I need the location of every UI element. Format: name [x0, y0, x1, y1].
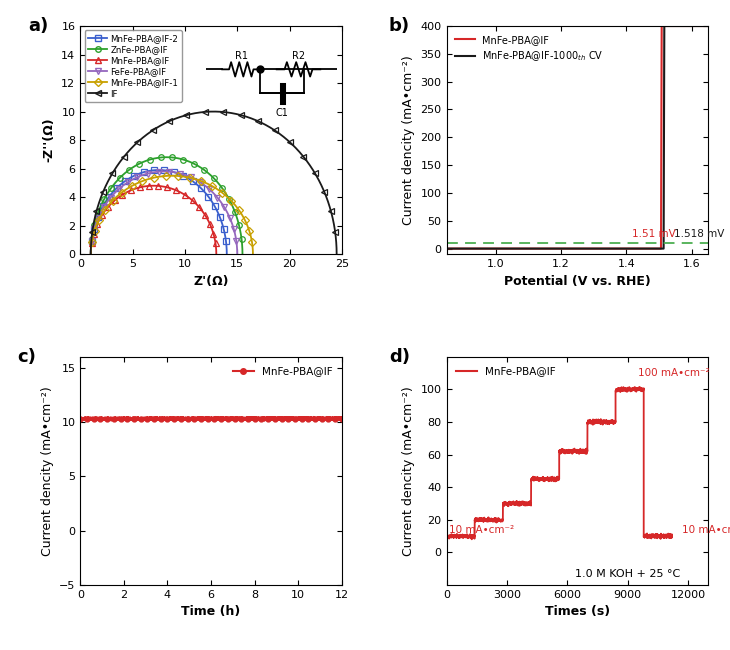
X-axis label: Potential (V vs. RHE): Potential (V vs. RHE) [504, 274, 650, 287]
Legend: MnFe-PBA@IF: MnFe-PBA@IF [228, 362, 337, 380]
Text: 100 mA•cm⁻²: 100 mA•cm⁻² [638, 369, 710, 378]
Text: d): d) [389, 348, 410, 366]
Legend: MnFe-PBA@IF: MnFe-PBA@IF [452, 362, 560, 380]
Text: 1.518 mV: 1.518 mV [674, 229, 724, 239]
Text: c): c) [18, 348, 36, 366]
Text: 10 mA•cm⁻²: 10 mA•cm⁻² [682, 525, 730, 535]
Y-axis label: -Z''(Ω): -Z''(Ω) [43, 118, 55, 162]
Text: 1.51 mV: 1.51 mV [632, 229, 676, 239]
X-axis label: Z'(Ω): Z'(Ω) [193, 274, 228, 287]
Legend: MnFe-PBA@IF, MnFe-PBA@IF-1000$_{th}$ CV: MnFe-PBA@IF, MnFe-PBA@IF-1000$_{th}$ CV [451, 31, 608, 68]
X-axis label: Times (s): Times (s) [545, 605, 610, 618]
X-axis label: Time (h): Time (h) [182, 605, 241, 618]
Legend: MnFe-PBA@IF-2, ZnFe-PBA@IF, MnFe-PBA@IF, FeFe-PBA@IF, MnFe-PBA@IF-1, IF: MnFe-PBA@IF-2, ZnFe-PBA@IF, MnFe-PBA@IF,… [85, 31, 182, 102]
Text: b): b) [389, 17, 410, 35]
Text: a): a) [28, 17, 48, 35]
Text: 10 mA•cm⁻²: 10 mA•cm⁻² [448, 525, 514, 535]
Y-axis label: Current dencity (mA•cm⁻²): Current dencity (mA•cm⁻²) [402, 386, 415, 556]
Y-axis label: Current dencity (mA•cm⁻²): Current dencity (mA•cm⁻²) [40, 386, 53, 556]
Text: 1.0 M KOH + 25 °C: 1.0 M KOH + 25 °C [575, 569, 680, 579]
Y-axis label: Current dencity (mA•cm⁻²): Current dencity (mA•cm⁻²) [402, 55, 415, 225]
